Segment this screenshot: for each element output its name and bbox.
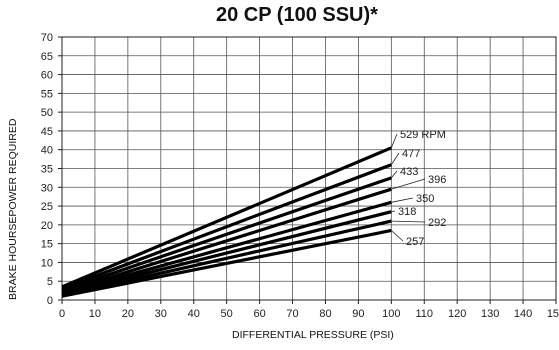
label-leader-line bbox=[391, 210, 396, 213]
y-tick-label: 25 bbox=[41, 201, 53, 213]
y-tick-label: 10 bbox=[41, 257, 53, 269]
x-tick-label: 70 bbox=[286, 308, 298, 320]
series-line bbox=[61, 163, 392, 291]
x-tick-label: 20 bbox=[122, 308, 134, 320]
series-line bbox=[61, 228, 392, 298]
series-label: 292 bbox=[428, 217, 446, 229]
label-leader-line bbox=[391, 170, 398, 179]
y-tick-label: 40 bbox=[41, 145, 53, 157]
y-tick-label: 55 bbox=[41, 88, 53, 100]
x-tick-label: 40 bbox=[188, 308, 200, 320]
x-tick-label: 0 bbox=[59, 308, 65, 320]
y-tick-label: 65 bbox=[41, 51, 53, 63]
label-leaders bbox=[390, 133, 426, 242]
y-tick-label: 70 bbox=[41, 32, 53, 44]
series-lines bbox=[61, 146, 392, 298]
x-tick-label: 110 bbox=[415, 308, 433, 320]
label-leader-line bbox=[391, 197, 414, 203]
x-axis-label: DIFFERENTIAL PRESSURE (PSI) bbox=[232, 329, 394, 341]
x-tick-label: 50 bbox=[221, 308, 233, 320]
label-leader-line bbox=[390, 152, 400, 165]
y-tick-label: 30 bbox=[41, 182, 53, 194]
series-label: 257 bbox=[406, 236, 424, 248]
series-label: 477 bbox=[402, 148, 420, 160]
y-tick-label: 20 bbox=[41, 220, 53, 232]
series-line bbox=[61, 219, 392, 298]
label-leader-line bbox=[391, 230, 404, 242]
label-leader-line bbox=[391, 220, 426, 223]
series-line bbox=[61, 200, 392, 295]
series-line bbox=[61, 210, 392, 296]
y-tick-label: 5 bbox=[47, 276, 53, 288]
y-tick-label: 45 bbox=[41, 126, 53, 138]
series-label: 396 bbox=[428, 174, 446, 186]
x-tick-label: 90 bbox=[352, 308, 364, 320]
label-leader-line bbox=[390, 133, 398, 148]
series-label: 350 bbox=[416, 193, 434, 205]
y-tick-label: 15 bbox=[41, 239, 53, 251]
y-tick-label: 50 bbox=[41, 107, 53, 119]
y-axis-ticks: 0 5 10 15 20 25 30 35 40 45 50 55 60 65 70 bbox=[41, 32, 62, 307]
x-tick-label: 10 bbox=[89, 308, 101, 320]
series-label: 529 RPM bbox=[400, 129, 446, 141]
y-axis-label: BRAKE HOURSEPOWER REQUIRED bbox=[7, 118, 19, 300]
grid-lines bbox=[61, 36, 557, 301]
series-line bbox=[61, 176, 392, 293]
series-line bbox=[61, 187, 392, 295]
x-tick-label: 150 bbox=[547, 308, 559, 320]
chart-title: 20 CP (100 SSU)* bbox=[216, 4, 378, 26]
y-tick-label: 35 bbox=[41, 164, 53, 176]
y-tick-label: 0 bbox=[47, 295, 53, 307]
x-tick-label: 80 bbox=[319, 308, 331, 320]
x-tick-label: 120 bbox=[448, 308, 466, 320]
y-tick-label: 60 bbox=[41, 70, 53, 82]
x-tick-label: 130 bbox=[481, 308, 499, 320]
series-label: 318 bbox=[398, 206, 416, 218]
label-leader-line bbox=[391, 178, 426, 190]
series-label: 433 bbox=[400, 166, 418, 178]
x-tick-label: 140 bbox=[514, 308, 532, 320]
series-line bbox=[61, 146, 392, 289]
x-tick-label: 60 bbox=[253, 308, 265, 320]
x-tick-label: 100 bbox=[382, 308, 400, 320]
x-axis-ticks: 0 10 20 30 40 50 60 70 80 90 100 110 120 130 140 150 bbox=[59, 300, 559, 320]
x-tick-label: 30 bbox=[155, 308, 167, 320]
